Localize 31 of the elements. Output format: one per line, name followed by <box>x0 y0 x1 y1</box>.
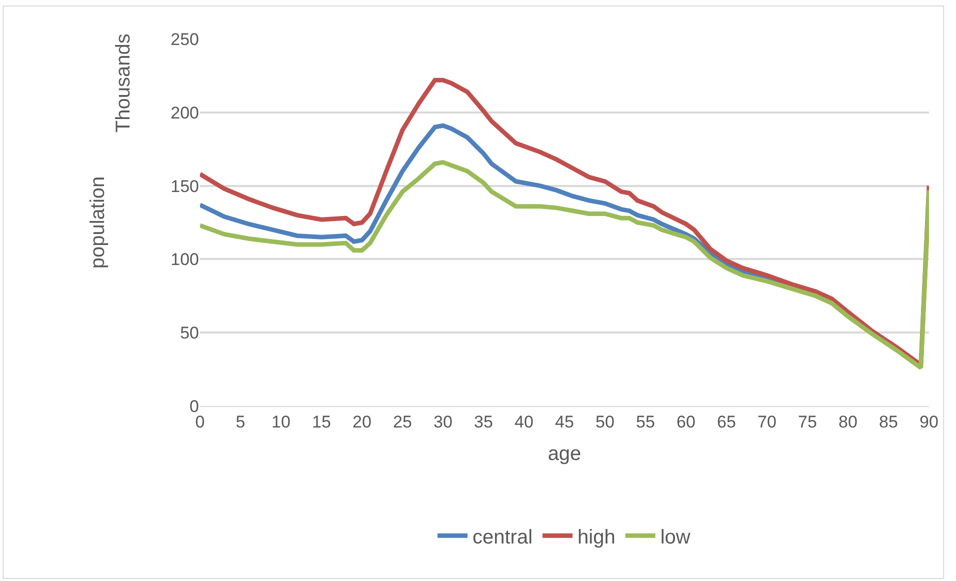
x-tick-label: 65 <box>717 412 736 432</box>
x-tick-label: 55 <box>636 412 655 432</box>
x-tick-label: 90 <box>920 412 938 432</box>
x-axis-title: age <box>548 442 582 465</box>
legend-label: central <box>472 526 533 548</box>
legend-label: high <box>578 526 616 548</box>
x-tick-label: 75 <box>798 412 817 432</box>
x-tick-label: 70 <box>758 412 776 432</box>
x-tick-label: 25 <box>393 412 412 432</box>
x-tick-label: 35 <box>474 412 493 432</box>
x-tick-label: 40 <box>514 412 534 432</box>
legend-label: low <box>660 526 691 548</box>
x-tick-label: 15 <box>312 412 331 432</box>
x-tick-label: 60 <box>676 412 696 432</box>
x-tick-label: 45 <box>555 412 574 432</box>
text: Thousands <box>112 34 134 133</box>
line-series <box>200 160 929 370</box>
y-tick-label: 100 <box>170 250 199 270</box>
y-tick-label: 50 <box>180 324 199 343</box>
x-tick-label: 50 <box>596 412 614 432</box>
x-tick-label: 20 <box>352 412 372 432</box>
y-tick-label: 250 <box>170 30 199 49</box>
x-tick-label: 5 <box>236 412 246 432</box>
y-axis-title: population <box>87 176 110 269</box>
y-tick-label: 150 <box>170 176 199 196</box>
x-tick-label: 85 <box>879 412 898 432</box>
x-tick-label: 10 <box>272 412 290 432</box>
x-tick-label: 30 <box>434 412 452 432</box>
y-tick-label: 200 <box>170 103 199 122</box>
x-tick-label: 80 <box>838 412 858 432</box>
y-tick-label: 0 <box>190 396 199 416</box>
